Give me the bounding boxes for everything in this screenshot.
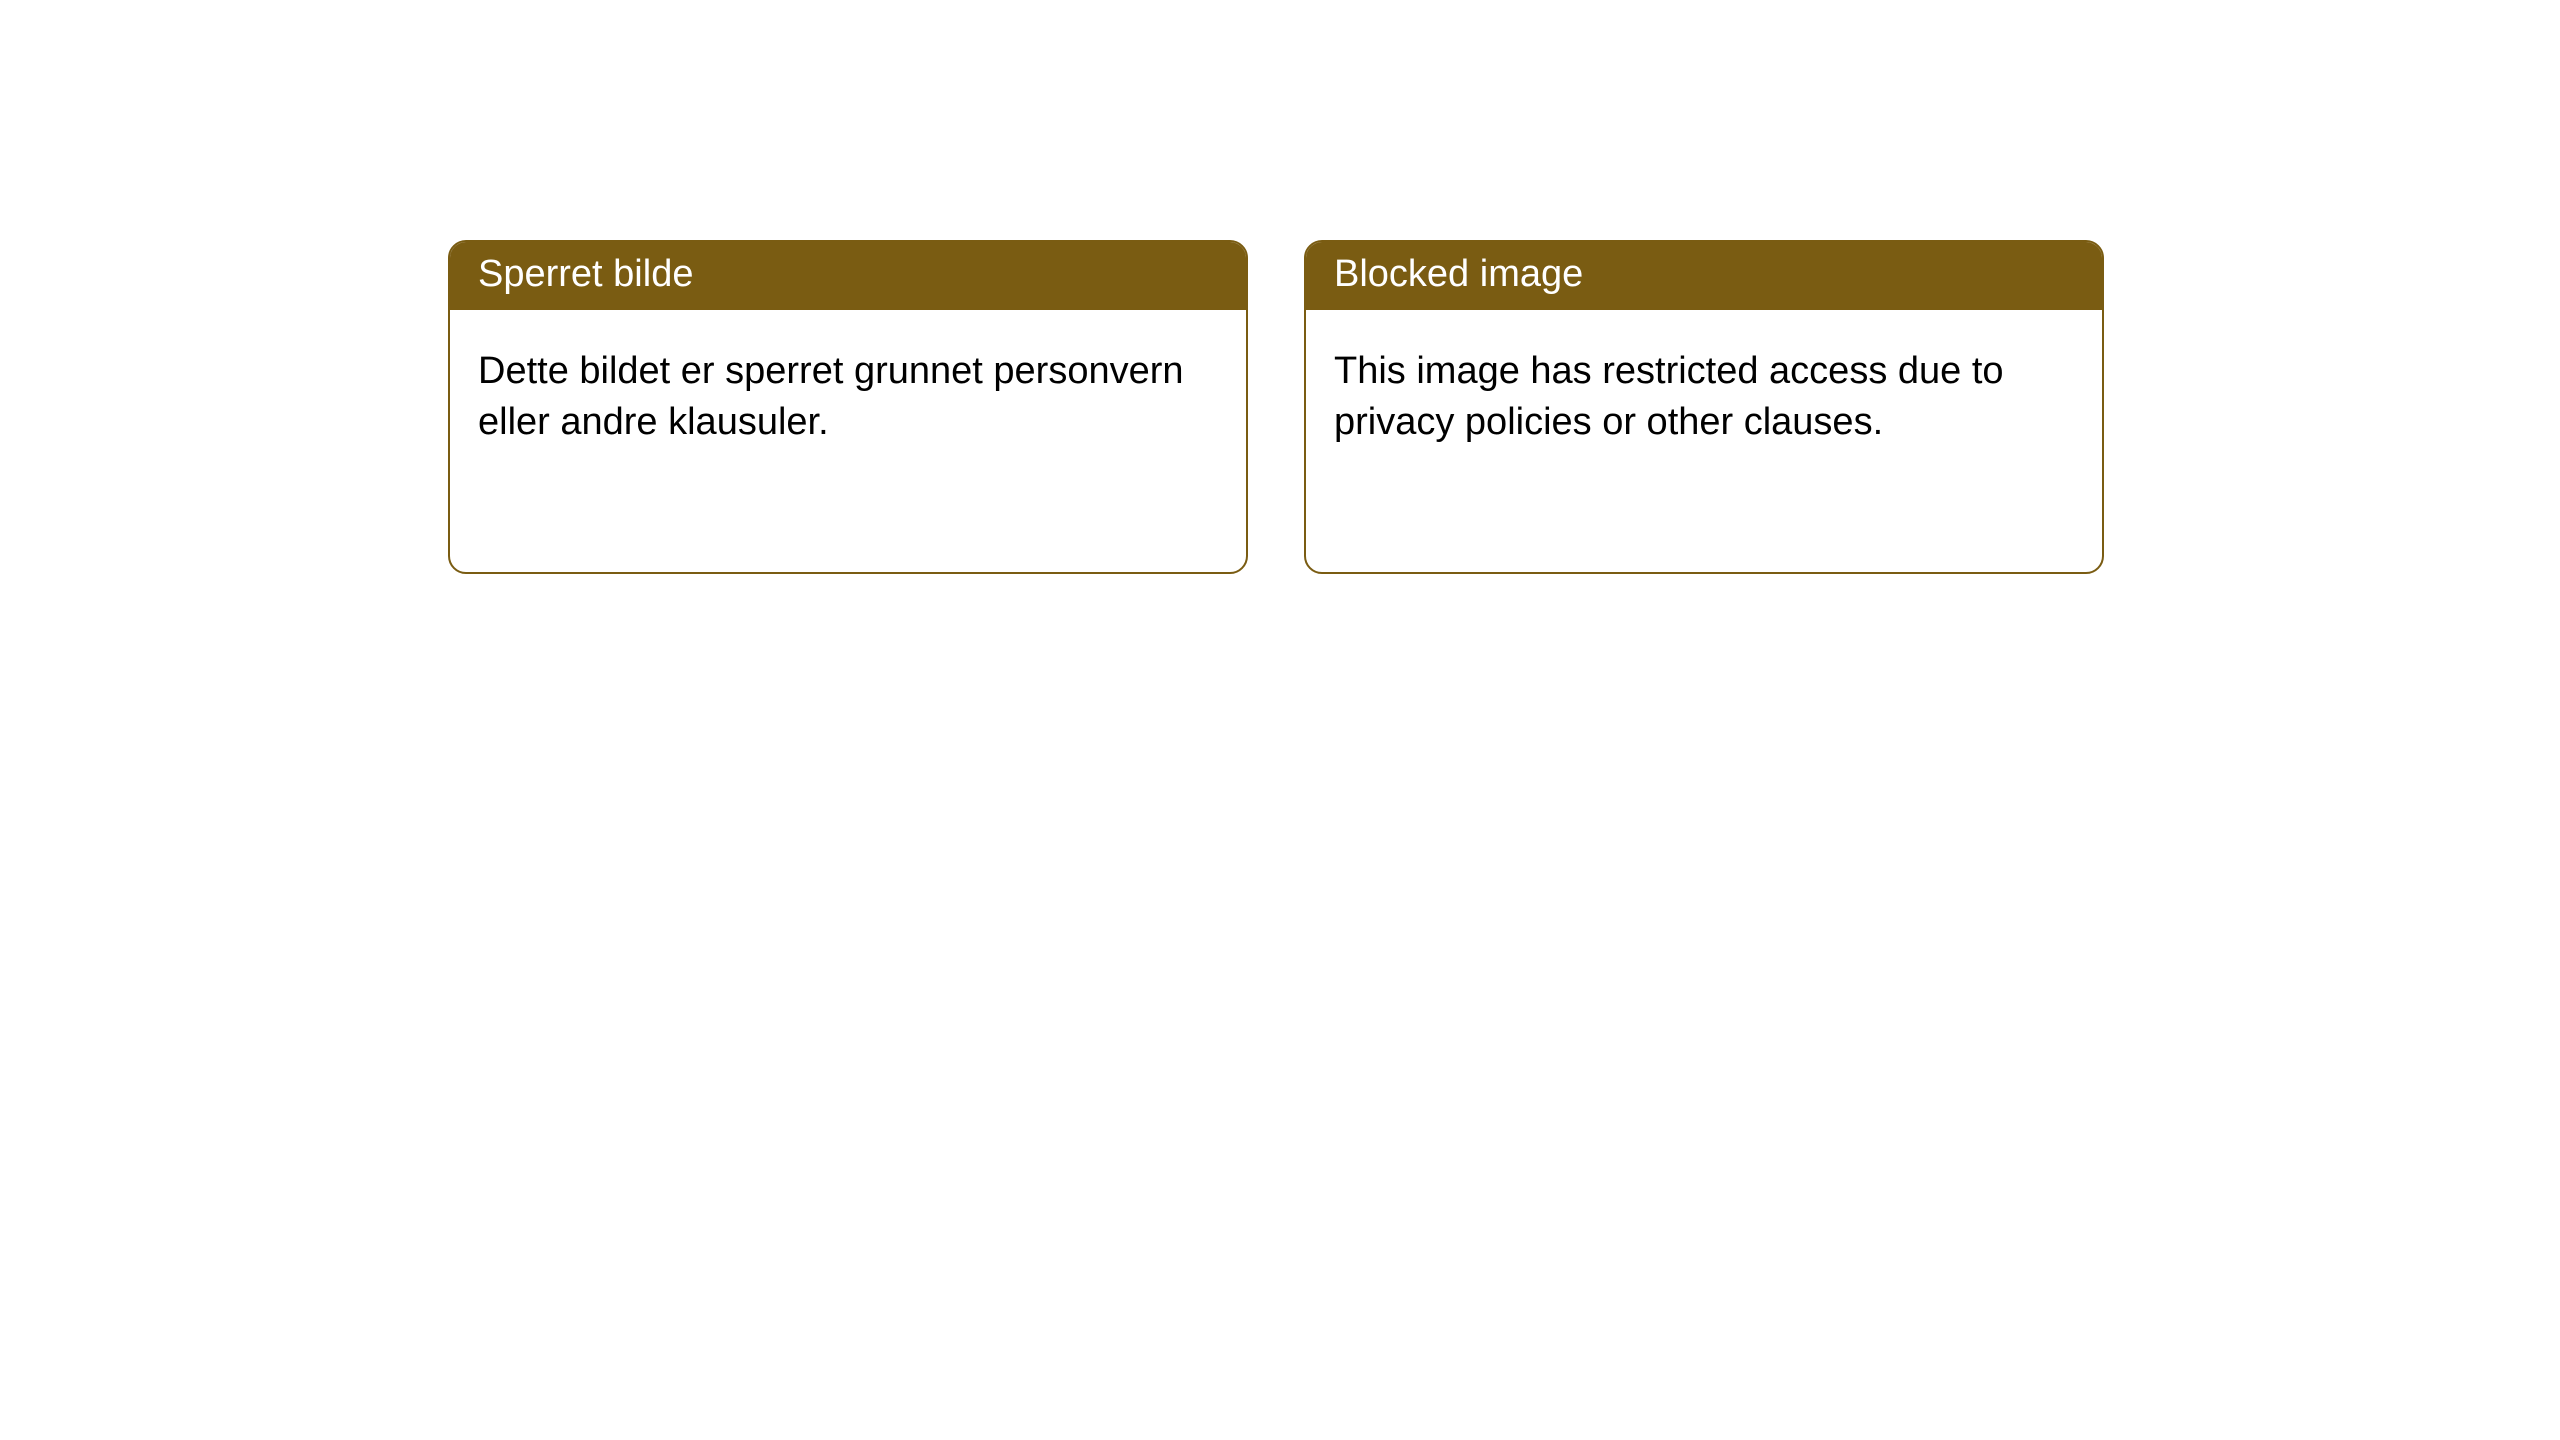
card-header-no: Sperret bilde	[450, 242, 1246, 310]
card-header-en: Blocked image	[1306, 242, 2102, 310]
card-blocked-en: Blocked image This image has restricted …	[1304, 240, 2104, 574]
card-row: Sperret bilde Dette bildet er sperret gr…	[0, 0, 2560, 574]
card-body-no: Dette bildet er sperret grunnet personve…	[450, 310, 1246, 477]
card-blocked-no: Sperret bilde Dette bildet er sperret gr…	[448, 240, 1248, 574]
card-body-en: This image has restricted access due to …	[1306, 310, 2102, 477]
